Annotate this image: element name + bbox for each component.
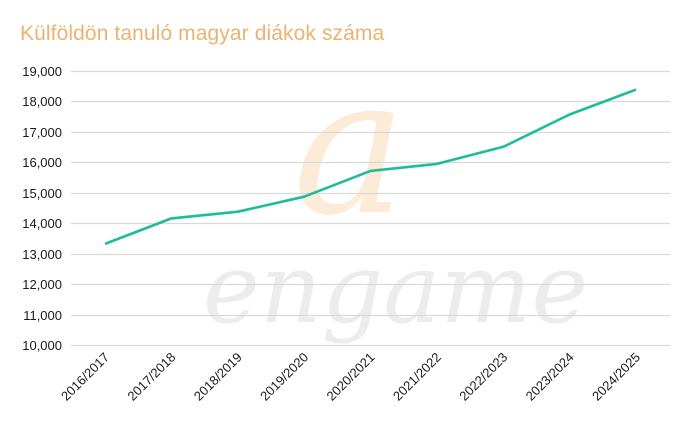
y-tick-label: 11,000 bbox=[23, 308, 62, 323]
x-tick-label: 2018/2019 bbox=[191, 350, 245, 404]
y-tick-label: 10,000 bbox=[22, 338, 62, 353]
y-tick-label: 16,000 bbox=[22, 155, 62, 170]
y-tick-label: 15,000 bbox=[22, 186, 62, 201]
x-tick-label: 2023/2024 bbox=[523, 350, 577, 404]
data-series bbox=[104, 88, 637, 246]
y-tick-label: 18,000 bbox=[22, 94, 62, 109]
watermark-logo-letter: a bbox=[293, 36, 406, 257]
x-tick-label: 2022/2023 bbox=[456, 350, 510, 404]
x-axis-labels: 2016/2017 2017/2018 2018/2019 2019/2020 2020… bbox=[58, 350, 643, 404]
chart-title: Külföldön tanuló magyar diákok száma bbox=[20, 22, 385, 45]
y-tick-label: 13,000 bbox=[22, 247, 62, 262]
watermark-brand-text: engame bbox=[203, 233, 588, 345]
series-line bbox=[104, 88, 637, 246]
y-tick-label: 12,000 bbox=[22, 277, 62, 292]
x-tick-label: 2024/2025 bbox=[589, 350, 643, 404]
x-tick-label: 2016/2017 bbox=[58, 350, 112, 404]
engame-watermark: a engame bbox=[203, 36, 588, 345]
x-tick-label: 2020/2021 bbox=[324, 350, 378, 404]
x-tick-label: 2019/2020 bbox=[257, 350, 311, 404]
x-tick-label: 2021/2022 bbox=[390, 350, 444, 404]
gridlines bbox=[71, 70, 670, 347]
y-axis-labels: 10,000 11,000 12,000 13,000 14,000 15,000 16,0… bbox=[22, 64, 62, 353]
y-tick-label: 19,000 bbox=[22, 64, 62, 79]
x-tick-label: 2017/2018 bbox=[124, 350, 178, 404]
y-tick-label: 14,000 bbox=[22, 216, 62, 231]
y-tick-label: 17,000 bbox=[22, 125, 62, 140]
